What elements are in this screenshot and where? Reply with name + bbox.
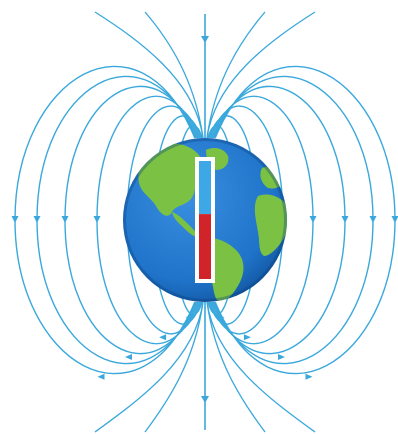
field-arrow — [11, 216, 19, 223]
field-arrow — [369, 216, 377, 223]
field-line-open-bottom — [206, 301, 316, 433]
field-arrow — [243, 334, 251, 341]
field-arrow — [93, 216, 101, 223]
continent-central-america — [172, 212, 200, 238]
magnet-south-pole — [199, 214, 211, 279]
field-line-open-top — [206, 11, 316, 139]
field-arrow — [97, 373, 105, 380]
continent-africa — [254, 194, 287, 256]
field-arrow — [341, 216, 349, 223]
field-line-open-bottom — [94, 301, 204, 433]
field-arrow — [305, 373, 313, 380]
field-arrow — [125, 354, 132, 360]
field-line-open-bottom — [206, 301, 266, 433]
field-arrow — [201, 36, 209, 43]
field-lines-group — [11, 11, 398, 433]
earth-continents — [123, 138, 287, 302]
field-arrow — [201, 396, 209, 403]
field-line-open-top — [206, 11, 266, 139]
bar-magnet — [195, 157, 215, 283]
field-arrow — [61, 216, 69, 223]
field-line-open-top — [144, 11, 204, 139]
field-line-open-bottom — [144, 301, 204, 433]
magnet-north-pole — [199, 161, 211, 215]
field-line-open-top — [94, 11, 204, 139]
field-arrow — [278, 354, 285, 360]
field-arrow — [159, 334, 167, 341]
continent-north-america — [138, 143, 204, 216]
field-arrow — [33, 216, 41, 223]
field-arrow — [391, 216, 398, 223]
field-arrow — [309, 216, 317, 223]
